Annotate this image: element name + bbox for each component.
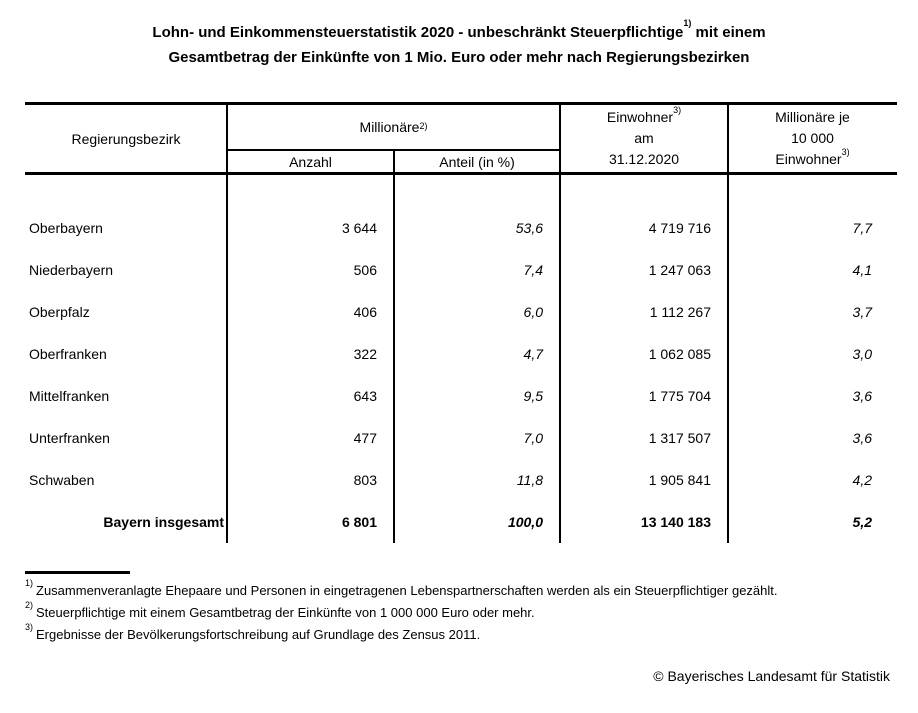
cell-population: 1 317 507 — [648, 430, 711, 446]
cell-region: Unterfranken — [29, 430, 110, 446]
table-row: Oberbayern 3 644 53,6 4 719 716 7,7 — [25, 207, 897, 249]
table-row: Unterfranken 477 7,0 1 317 507 3,6 — [25, 417, 897, 459]
cell-count: 477 — [353, 430, 377, 446]
cell-share: 4,7 — [523, 346, 543, 362]
cell-population: 1 775 704 — [648, 388, 711, 404]
cell-region: Niederbayern — [29, 262, 114, 278]
header-footnote-ref-3a: 3) — [673, 105, 682, 115]
copyright-notice: © Bayerisches Landesamt für Statistik — [653, 668, 890, 684]
column-header-count: Anzahl — [289, 153, 332, 170]
cell-count: 406 — [353, 304, 377, 320]
table-body: Oberbayern 3 644 53,6 4 719 716 7,7 Nied… — [25, 175, 897, 543]
cell-share: 11,8 — [516, 472, 543, 488]
header-divider-1 — [226, 105, 228, 172]
cell-density: 4,1 — [852, 262, 872, 278]
cell-region: Bayern insgesamt — [103, 514, 224, 530]
statistics-table: Regierungsbezirk Millionäre 2) Anzahl Ant… — [25, 102, 897, 543]
table-row: Schwaben 803 11,8 1 905 841 4,2 — [25, 459, 897, 501]
footnotes: 1) Zusammenveranlagte Ehepaare und Person… — [25, 578, 778, 646]
title-line-1-text: Lohn- und Einkommensteuerstatistik 2020 … — [152, 24, 684, 41]
cell-count: 322 — [353, 346, 377, 362]
table-row: Oberfranken 322 4,7 1 062 085 3,0 — [25, 333, 897, 375]
table-row: Oberpfalz 406 6,0 1 112 267 3,7 — [25, 291, 897, 333]
footnote-2-marker: 2) — [25, 600, 34, 610]
header-divider-4 — [727, 105, 729, 172]
cell-density: 3,0 — [852, 346, 872, 362]
title-line-1: Lohn- und Einkommensteuerstatistik 2020 … — [0, 18, 918, 45]
cell-region: Oberbayern — [29, 220, 103, 236]
column-group-millionaires: Millionäre 2) Anzahl Anteil (in %) — [227, 105, 560, 172]
table-header: Regierungsbezirk Millionäre 2) Anzahl Ant… — [25, 102, 897, 175]
title-line-1-tail: mit einem — [691, 24, 766, 41]
cell-region: Schwaben — [29, 472, 95, 488]
footnote-separator-rule — [25, 571, 130, 574]
footnote-3-text: Ergebnisse der Bevölkerungsfortschreibun… — [36, 627, 481, 642]
cell-region: Mittelfranken — [29, 388, 110, 404]
title-line-2: Gesamtbetrag der Einkünfte von 1 Mio. Eu… — [168, 49, 750, 66]
cell-population: 13 140 183 — [640, 514, 711, 530]
document-title: Lohn- und Einkommensteuerstatistik 2020 … — [0, 18, 918, 70]
cell-share: 9,5 — [523, 388, 543, 404]
footnote-3-marker: 3) — [25, 622, 34, 632]
cell-share: 100,0 — [507, 514, 543, 530]
column-group-millionaires-label: Millionäre 2) — [227, 105, 560, 151]
footnote-3: 3) Ergebnisse der Bevölkerungsfortschreib… — [25, 622, 778, 646]
cell-share: 53,6 — [515, 220, 543, 236]
cell-density: 3,6 — [852, 388, 872, 404]
table-row-total: Bayern insgesamt 6 801 100,0 13 140 183 … — [25, 501, 897, 543]
cell-count: 3 644 — [341, 220, 377, 236]
cell-region: Oberpfalz — [29, 304, 90, 320]
body-divider-2 — [393, 175, 395, 543]
cell-density: 3,6 — [852, 430, 872, 446]
cell-share: 7,4 — [523, 262, 543, 278]
footnote-2: 2) Steuerpflichtige mit einem Gesamtbetra… — [25, 600, 778, 624]
title-footnote-ref-1: 1) — [683, 18, 692, 28]
footnote-1-marker: 1) — [25, 578, 34, 588]
cell-population: 1 062 085 — [648, 346, 711, 362]
header-footnote-ref-3b: 3) — [841, 147, 850, 157]
body-divider-1 — [226, 175, 228, 543]
cell-population: 4 719 716 — [648, 220, 711, 236]
column-header-population: Einwohner3) am 31.12.2020 — [606, 105, 682, 168]
cell-density: 7,7 — [852, 220, 872, 236]
cell-share: 6,0 — [523, 304, 543, 320]
body-divider-3 — [559, 175, 561, 543]
cell-region: Oberfranken — [29, 346, 107, 362]
header-footnote-ref-2: 2) — [419, 120, 428, 131]
column-header-region: Regierungsbezirk — [71, 130, 181, 147]
cell-population: 1 247 063 — [648, 262, 711, 278]
body-divider-4 — [727, 175, 729, 543]
cell-count: 506 — [353, 262, 377, 278]
cell-density: 4,2 — [852, 472, 872, 488]
footnote-1: 1) Zusammenveranlagte Ehepaare und Person… — [25, 578, 778, 602]
cell-density: 3,7 — [852, 304, 872, 320]
table-row: Niederbayern 506 7,4 1 247 063 4,1 — [25, 249, 897, 291]
footnote-1-text: Zusammenveranlagte Ehepaare und Personen… — [36, 583, 778, 598]
column-header-share: Anteil (in %) — [439, 153, 515, 170]
cell-population: 1 905 841 — [648, 472, 711, 488]
cell-count: 6 801 — [341, 514, 377, 530]
cell-count: 643 — [353, 388, 377, 404]
table-row: Mittelfranken 643 9,5 1 775 704 3,6 — [25, 375, 897, 417]
header-divider-3 — [559, 105, 561, 172]
cell-share: 7,0 — [523, 430, 543, 446]
cell-count: 803 — [353, 472, 377, 488]
cell-population: 1 112 267 — [649, 304, 711, 320]
cell-density: 5,2 — [852, 514, 872, 530]
footnote-2-text: Steuerpflichtige mit einem Gesamtbetrag … — [36, 605, 535, 620]
header-divider-2 — [393, 151, 395, 172]
column-header-density: Millionäre je 10 000 Einwohner3) — [775, 109, 850, 167]
